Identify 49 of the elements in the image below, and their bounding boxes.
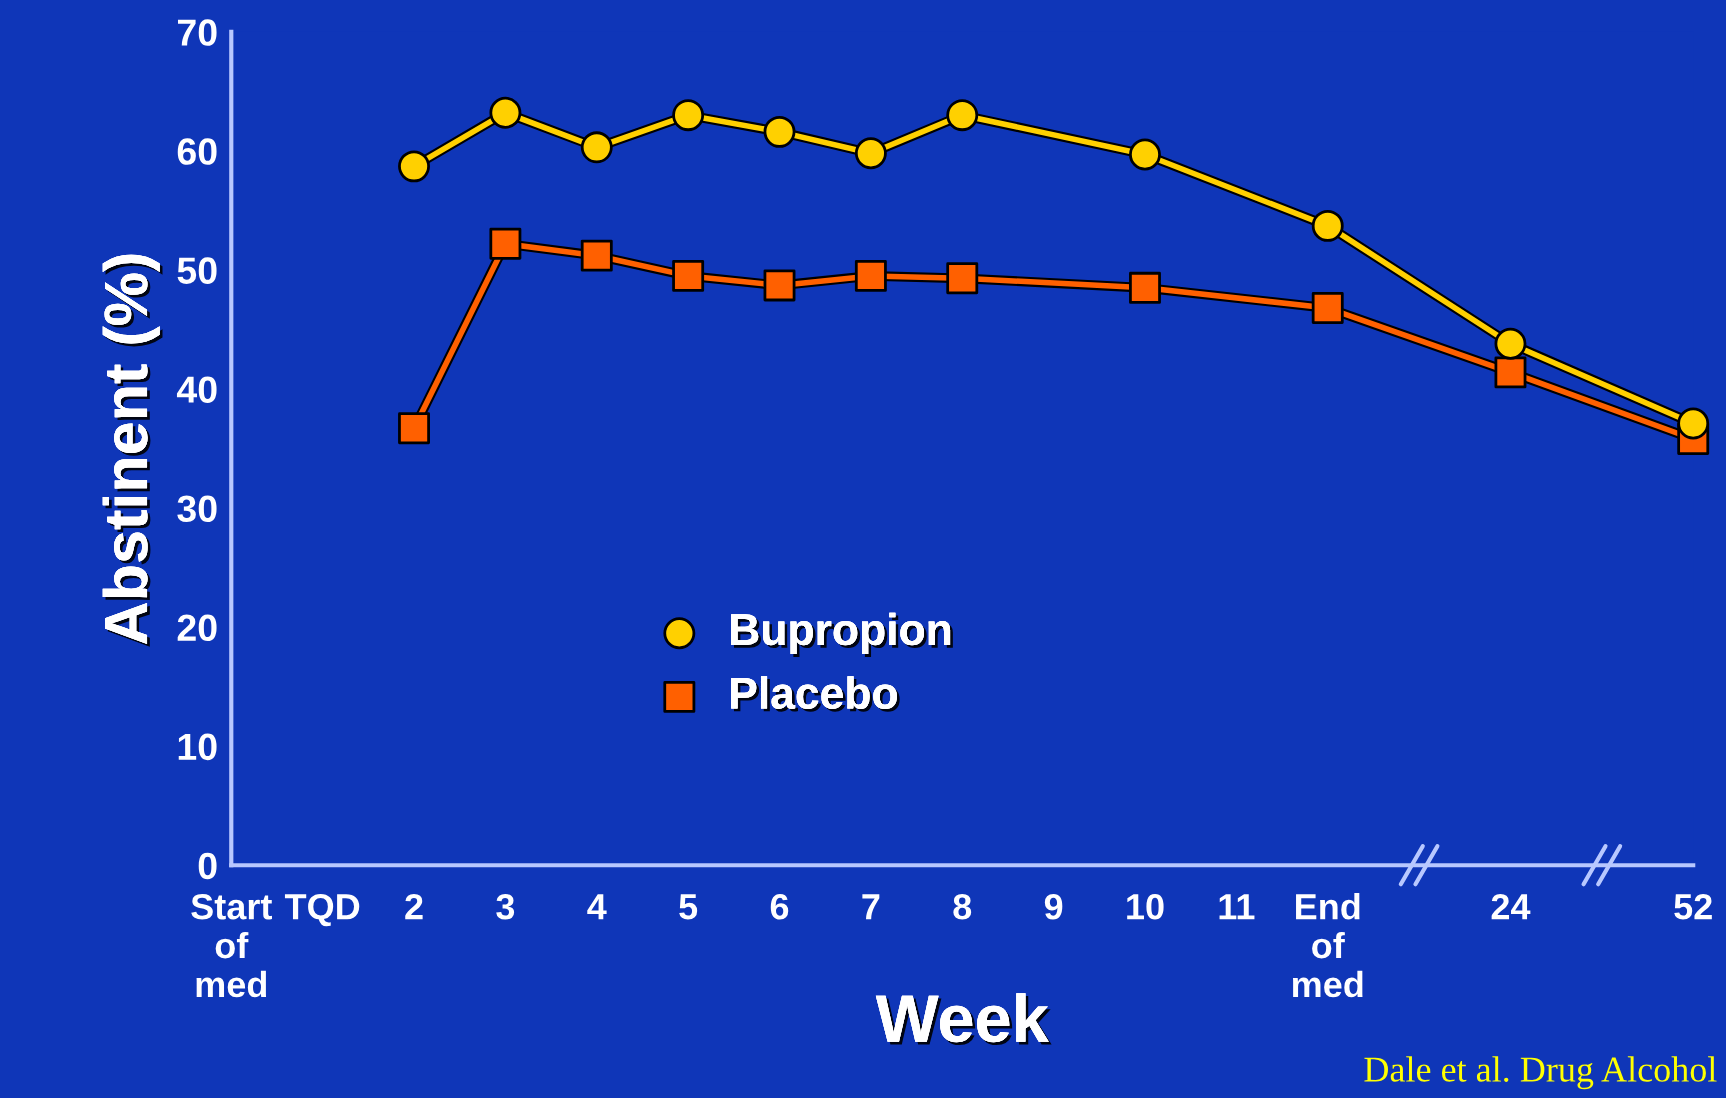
y-tick-label: 70 bbox=[177, 19, 217, 46]
x-tick-label: 11 bbox=[1219, 894, 1255, 920]
point bbox=[854, 259, 887, 292]
x-tick-label: 24 bbox=[1491, 893, 1531, 920]
y-tick-label: 0 bbox=[198, 852, 217, 880]
x-tick-label: 9 bbox=[1044, 893, 1063, 920]
x-tick-label: TQD bbox=[284, 893, 360, 927]
point bbox=[489, 227, 522, 260]
x-tick-label: End of med bbox=[1292, 893, 1363, 998]
legend-label: Bupropion bbox=[731, 612, 953, 657]
y-tick-label: 30 bbox=[177, 495, 217, 523]
x-axis-title: Week bbox=[875, 993, 1052, 1046]
x-tick-label: Start of med bbox=[191, 893, 272, 998]
point bbox=[580, 239, 613, 272]
x-tick-label: 4 bbox=[587, 894, 607, 920]
point bbox=[1311, 292, 1344, 325]
x-tick-label: 8 bbox=[953, 893, 972, 920]
legend-label: Placebo bbox=[731, 676, 900, 712]
point bbox=[1677, 407, 1710, 440]
x-tick-label: 7 bbox=[862, 894, 880, 920]
text: Dale et al. Drug Alcohol bbox=[1364, 1056, 1717, 1090]
x-tick-label: 5 bbox=[679, 894, 698, 920]
point bbox=[854, 137, 887, 170]
point bbox=[1129, 138, 1161, 171]
point bbox=[580, 131, 613, 164]
point bbox=[398, 412, 430, 445]
x-tick-label: 10 bbox=[1127, 893, 1164, 920]
point bbox=[1494, 356, 1527, 389]
x-tick-label: 2 bbox=[405, 893, 423, 920]
point bbox=[1129, 271, 1161, 304]
point bbox=[763, 269, 796, 302]
point bbox=[946, 262, 979, 295]
point bbox=[672, 259, 705, 292]
y-tick-label: 20 bbox=[177, 614, 217, 642]
point bbox=[1311, 209, 1344, 242]
y-tick-label: 50 bbox=[177, 257, 217, 284]
x-tick-label: 3 bbox=[496, 893, 515, 920]
y-axis-title: Abstinent (%) bbox=[102, 254, 163, 647]
y-tick-label: 40 bbox=[176, 376, 217, 403]
point bbox=[763, 115, 796, 148]
y-tick-label: 60 bbox=[177, 138, 217, 165]
point bbox=[489, 96, 522, 129]
point bbox=[946, 99, 979, 132]
y-tick-label: 10 bbox=[178, 733, 217, 761]
point bbox=[672, 99, 705, 132]
point bbox=[398, 150, 430, 183]
x-tick-label: 6 bbox=[770, 893, 789, 920]
x-tick-label: 52 bbox=[1674, 893, 1712, 920]
point bbox=[1494, 327, 1527, 360]
